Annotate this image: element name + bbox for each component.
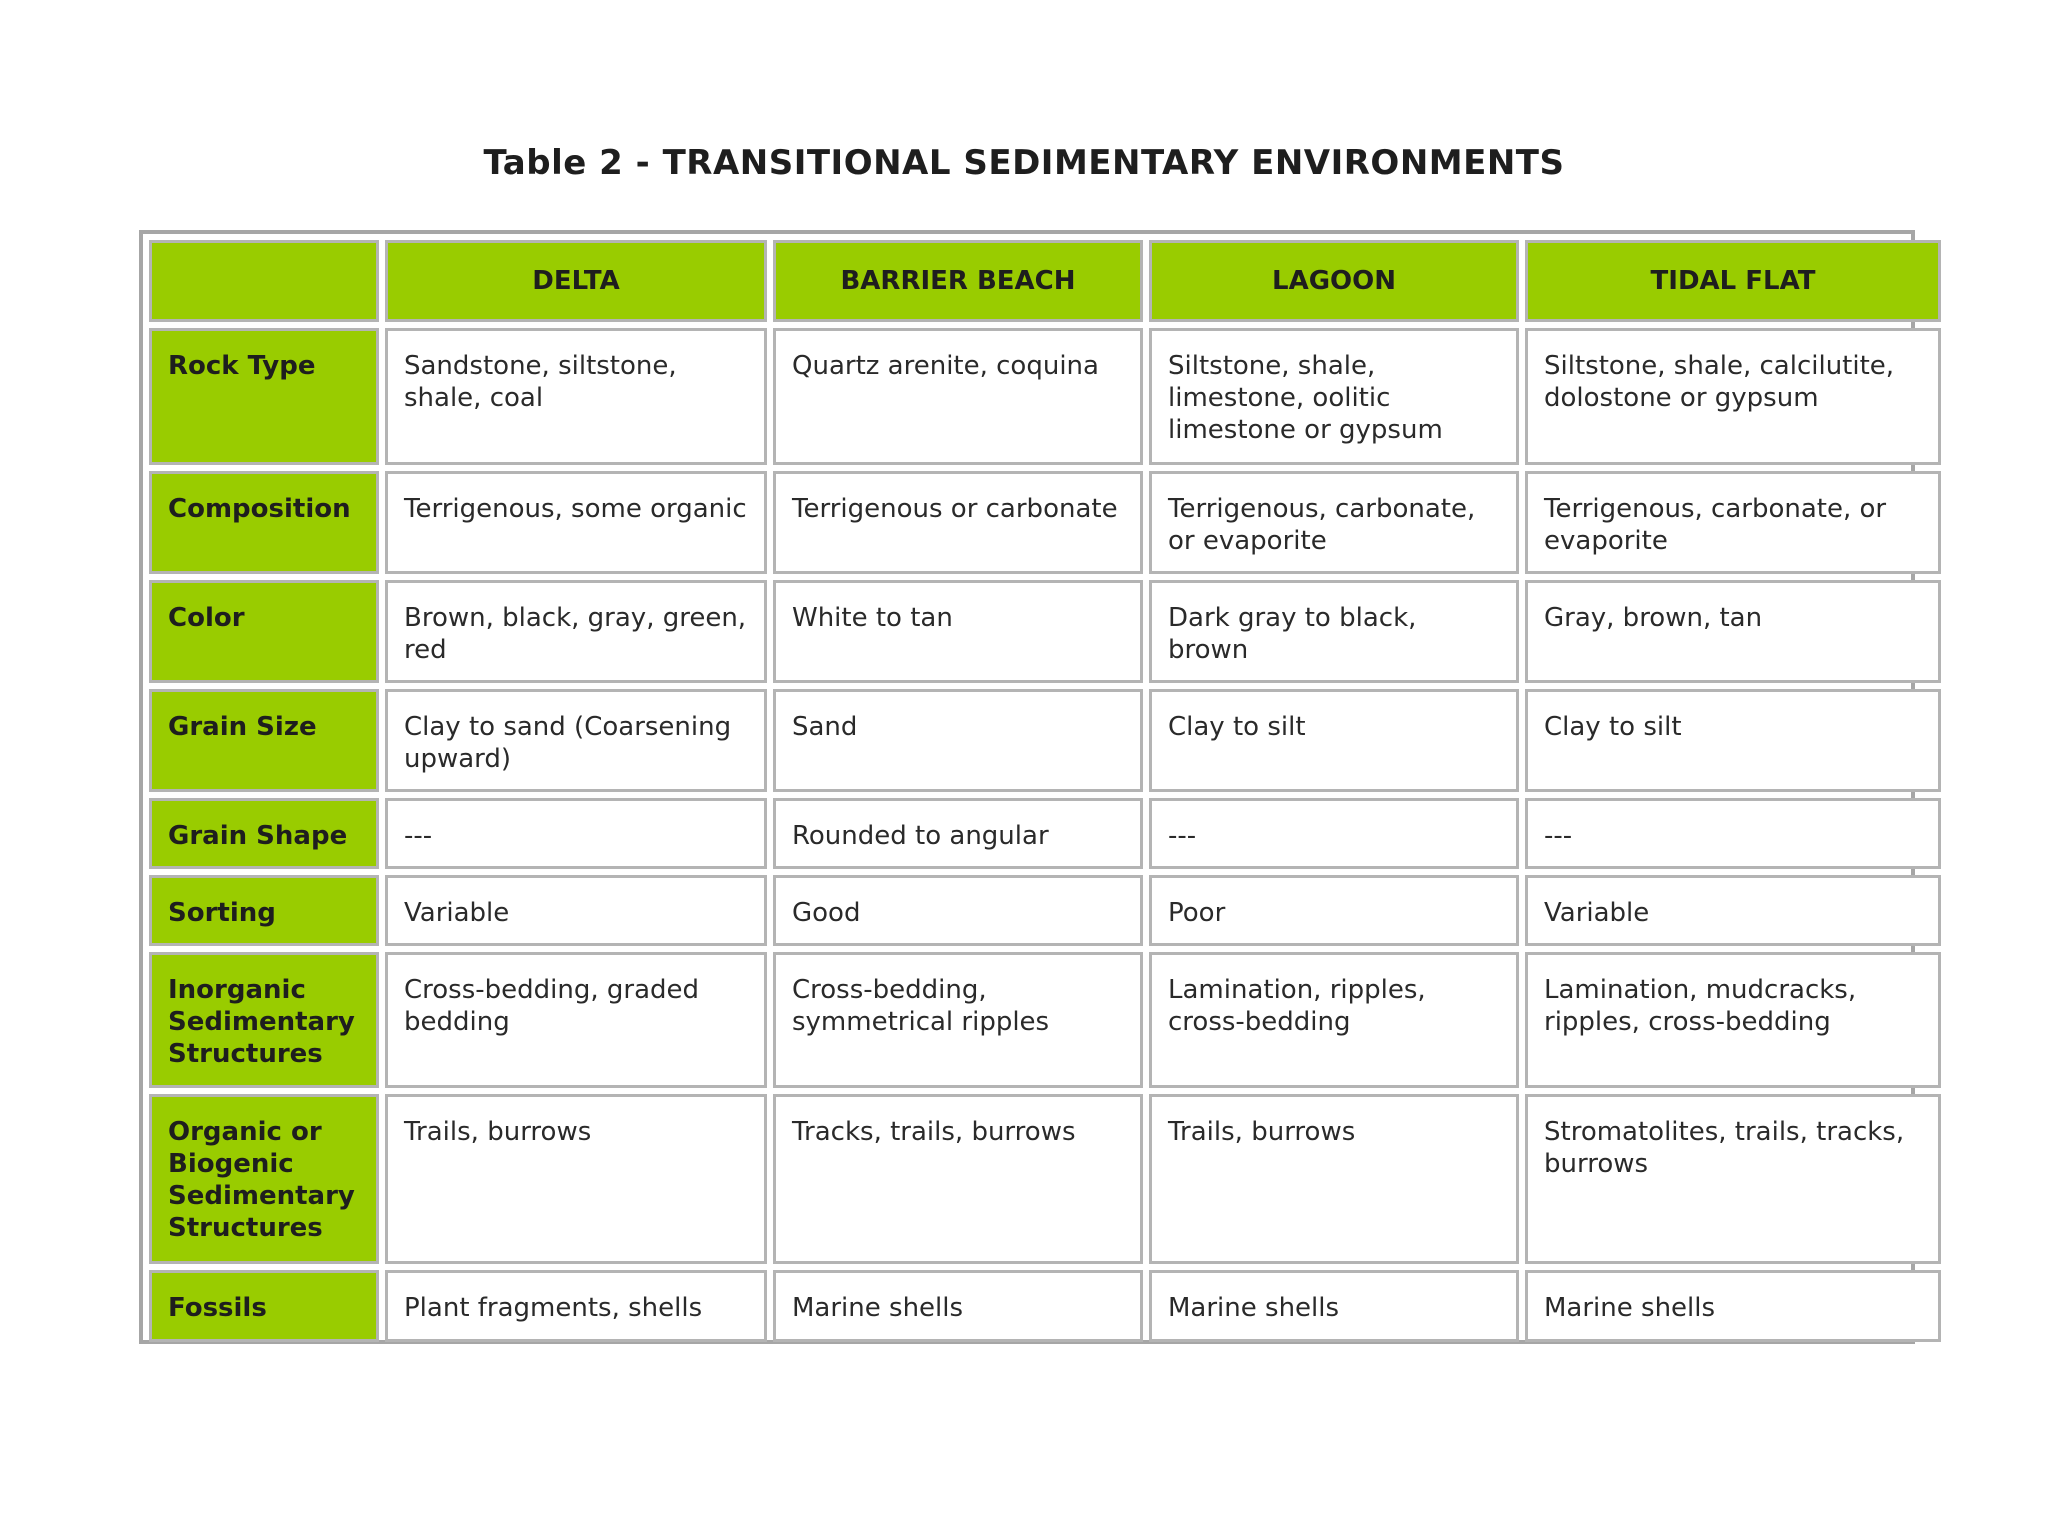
table-row: Organic or Biogenic Sedimentary Structur… <box>149 1094 1941 1264</box>
table-cell: Rounded to angular <box>773 798 1143 869</box>
table-row: Inorganic Sedimentary Structures Cross-b… <box>149 952 1941 1088</box>
column-header-tidal-flat: TIDAL FLAT <box>1525 240 1941 322</box>
table-row: Sorting Variable Good Poor Variable <box>149 875 1941 946</box>
table-cell: --- <box>1525 798 1941 869</box>
table-cell: Cross-bedding, graded bedding <box>385 952 767 1088</box>
table-cell: Tracks, trails, burrows <box>773 1094 1143 1264</box>
table-cell: Gray, brown, tan <box>1525 580 1941 683</box>
row-header-grain-shape: Grain Shape <box>149 798 379 869</box>
table-cell: Quartz arenite, coquina <box>773 328 1143 465</box>
row-header-grain-size: Grain Size <box>149 689 379 792</box>
environments-table: DELTA BARRIER BEACH LAGOON TIDAL FLAT Ro… <box>143 234 1947 1348</box>
row-header-inorganic-structures: Inorganic Sedimentary Structures <box>149 952 379 1088</box>
table-cell: Good <box>773 875 1143 946</box>
table-row: Rock Type Sandstone, siltstone, shale, c… <box>149 328 1941 465</box>
table-frame: DELTA BARRIER BEACH LAGOON TIDAL FLAT Ro… <box>139 230 1941 1344</box>
table-cell: Dark gray to black, brown <box>1149 580 1519 683</box>
table-cell: Marine shells <box>1149 1270 1519 1342</box>
table-cell: White to tan <box>773 580 1143 683</box>
table-row: Grain Size Clay to sand (Coarsening upwa… <box>149 689 1941 792</box>
table-row: Grain Shape --- Rounded to angular --- -… <box>149 798 1941 869</box>
table-cell: Sandstone, siltstone, shale, coal <box>385 328 767 465</box>
table-row: Color Brown, black, gray, green, red Whi… <box>149 580 1941 683</box>
table-cell: Variable <box>385 875 767 946</box>
table-cell: Cross-bedding, symmetrical ripples <box>773 952 1143 1088</box>
row-header-color: Color <box>149 580 379 683</box>
table-cell: Clay to sand (Coarsening upward) <box>385 689 767 792</box>
row-header-organic-structures: Organic or Biogenic Sedimentary Structur… <box>149 1094 379 1264</box>
table-cell: Marine shells <box>1525 1270 1941 1342</box>
table-cell: Terrigenous, carbonate, or evaporite <box>1149 471 1519 574</box>
table-cell: Terrigenous, carbonate, or evaporite <box>1525 471 1941 574</box>
table-cell: Clay to silt <box>1149 689 1519 792</box>
row-header-fossils: Fossils <box>149 1270 379 1342</box>
table-cell: --- <box>385 798 767 869</box>
table-cell: Terrigenous or carbonate <box>773 471 1143 574</box>
column-header-barrier-beach: BARRIER BEACH <box>773 240 1143 322</box>
table-cell: Lamination, ripples, cross-bedding <box>1149 952 1519 1088</box>
page-title: Table 2 - TRANSITIONAL SEDIMENTARY ENVIR… <box>483 143 1565 183</box>
table-cell: Marine shells <box>773 1270 1143 1342</box>
table-row: Fossils Plant fragments, shells Marine s… <box>149 1270 1941 1342</box>
header-corner-cell <box>149 240 379 322</box>
row-header-sorting: Sorting <box>149 875 379 946</box>
table-cell: Trails, burrows <box>385 1094 767 1264</box>
table-cell: Poor <box>1149 875 1519 946</box>
table-cell: Sand <box>773 689 1143 792</box>
column-header-delta: DELTA <box>385 240 767 322</box>
table-header-row: DELTA BARRIER BEACH LAGOON TIDAL FLAT <box>149 240 1941 322</box>
row-header-composition: Composition <box>149 471 379 574</box>
table-cell: Variable <box>1525 875 1941 946</box>
table-cell: Trails, burrows <box>1149 1094 1519 1264</box>
table-cell: Terrigenous, some organic <box>385 471 767 574</box>
table-cell: Brown, black, gray, green, red <box>385 580 767 683</box>
column-header-lagoon: LAGOON <box>1149 240 1519 322</box>
table-cell: Stromatolites, trails, tracks, burrows <box>1525 1094 1941 1264</box>
table-cell: --- <box>1149 798 1519 869</box>
row-header-rock-type: Rock Type <box>149 328 379 465</box>
table-cell: Lamination, mudcracks, ripples, cross-be… <box>1525 952 1941 1088</box>
table-row: Composition Terrigenous, some organic Te… <box>149 471 1941 574</box>
table-cell: Siltstone, shale, limestone, oolitic lim… <box>1149 328 1519 465</box>
table-cell: Clay to silt <box>1525 689 1941 792</box>
table-cell: Plant fragments, shells <box>385 1270 767 1342</box>
table-cell: Siltstone, shale, calcilutite, dolostone… <box>1525 328 1941 465</box>
